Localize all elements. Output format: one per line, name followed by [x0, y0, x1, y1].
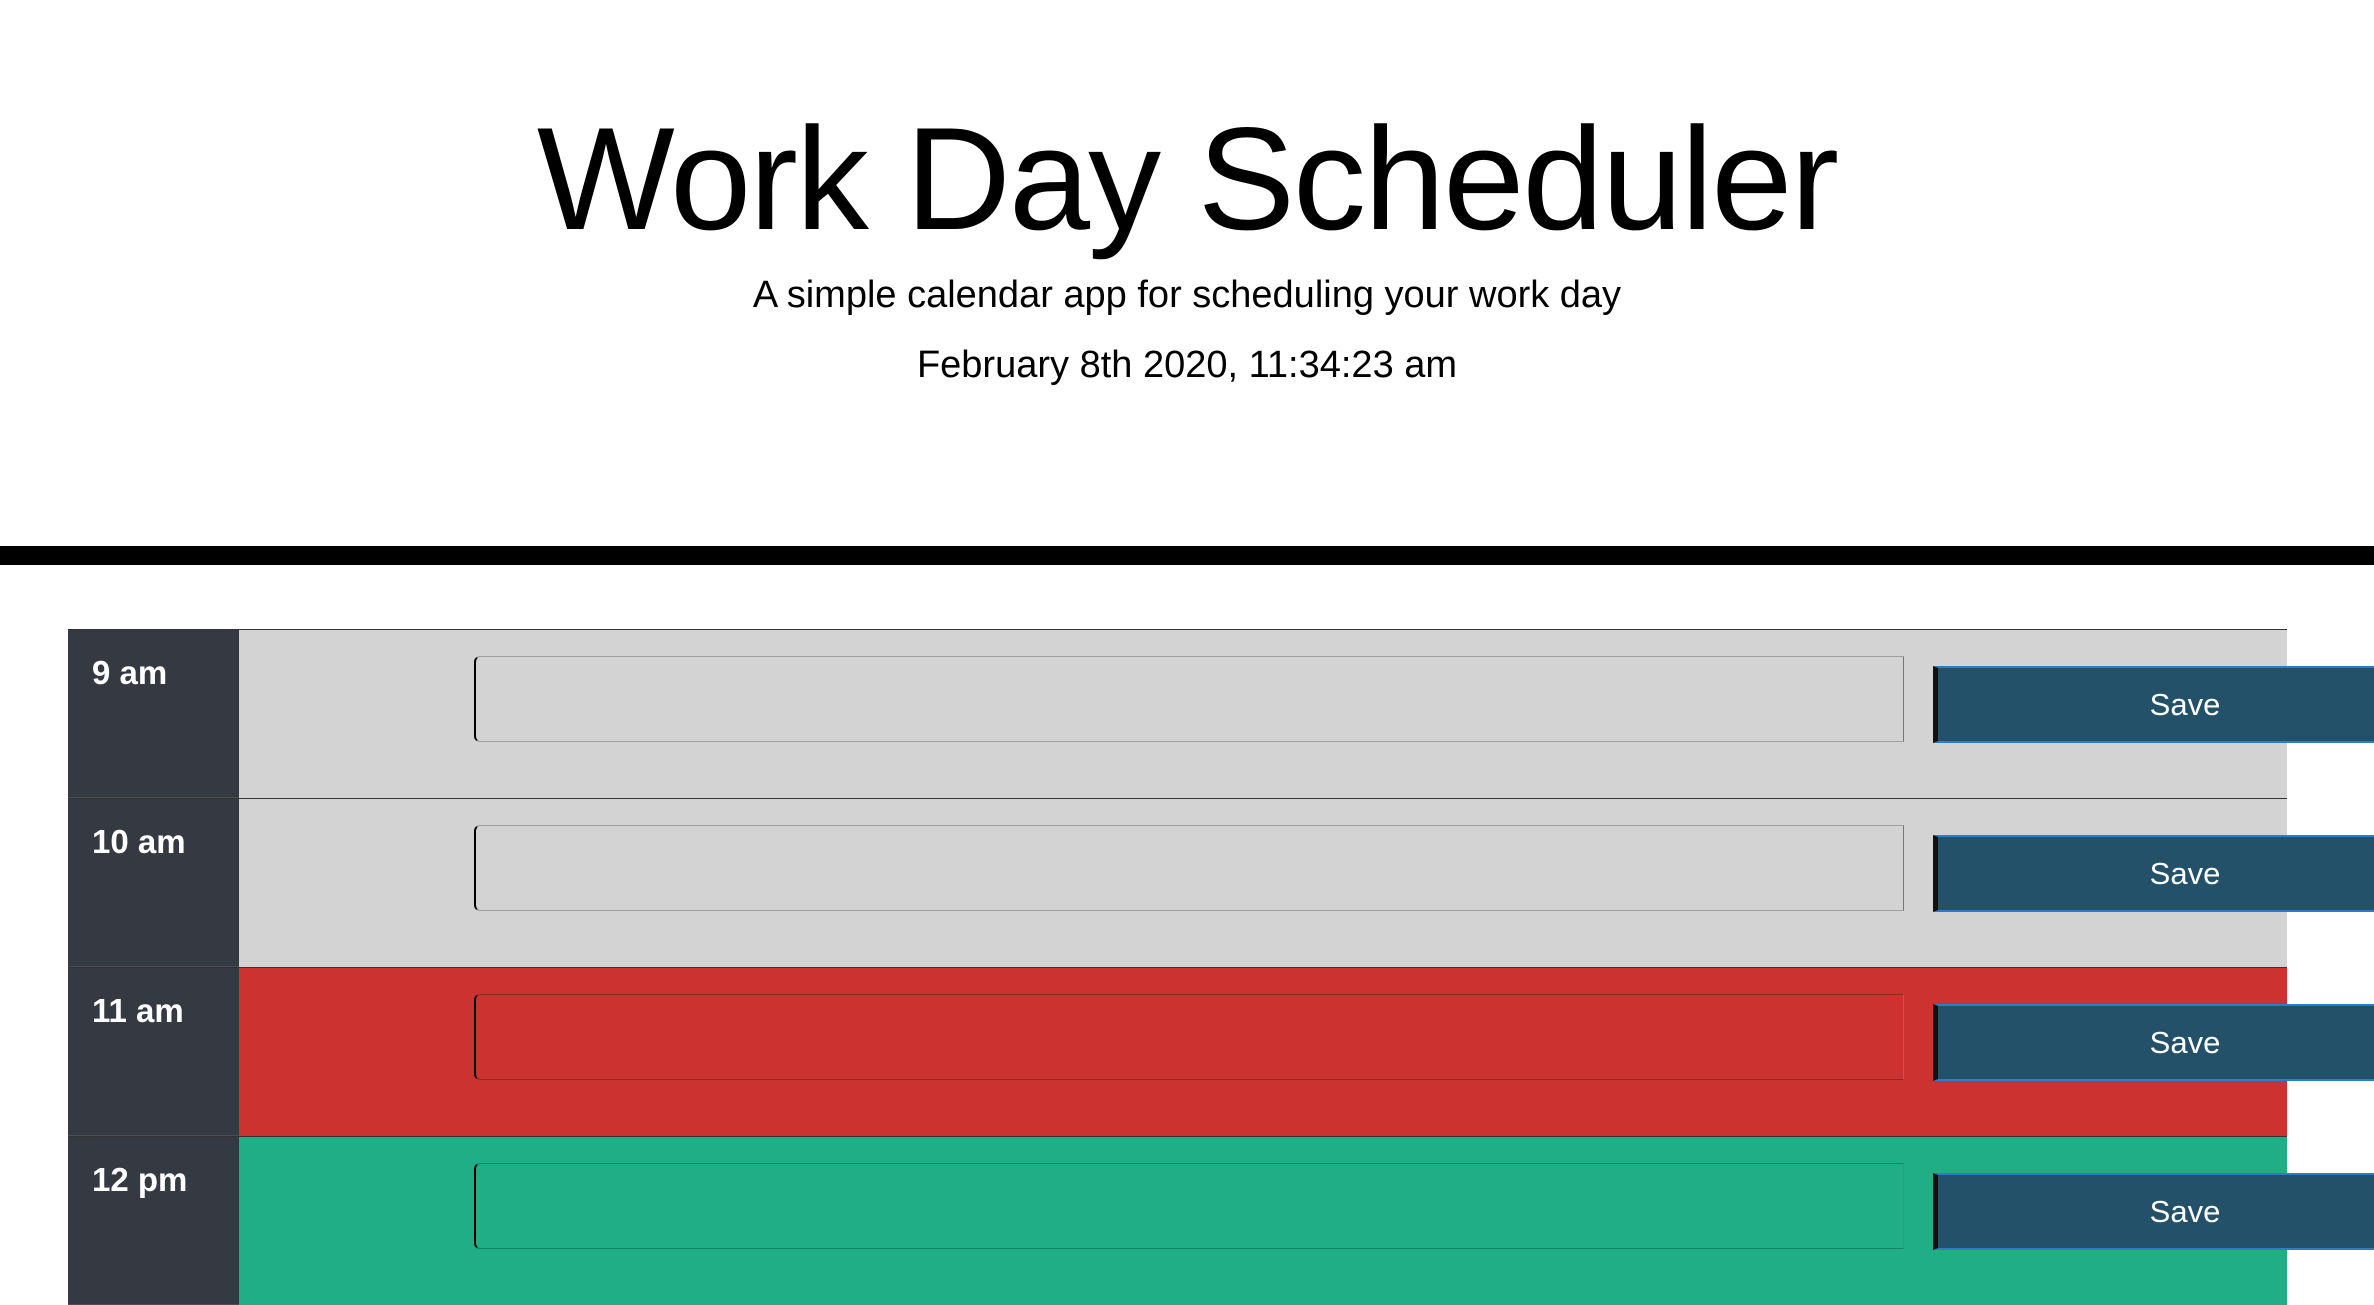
- event-description-input[interactable]: [474, 994, 1904, 1080]
- header: Work Day Scheduler A simple calendar app…: [0, 0, 2374, 565]
- time-block-11am: 11 am Save: [68, 967, 2374, 1136]
- save-button[interactable]: Save: [1933, 1004, 2374, 1081]
- event-cell: Save: [239, 799, 2374, 967]
- save-button[interactable]: Save: [1933, 1173, 2374, 1250]
- time-block-9am: 9 am Save: [68, 629, 2374, 798]
- save-button[interactable]: Save: [1933, 835, 2374, 912]
- hour-label: 10 am: [68, 799, 239, 967]
- time-block-12pm: 12 pm Save: [68, 1136, 2374, 1305]
- event-description-input[interactable]: [474, 656, 1904, 742]
- event-cell: Save: [239, 630, 2374, 798]
- current-datetime: February 8th 2020, 11:34:23 am: [916, 344, 1458, 386]
- event-cell: Save: [239, 1137, 2374, 1305]
- time-block-10am: 10 am Save: [68, 798, 2374, 967]
- subtitle: A simple calendar app for scheduling you…: [752, 274, 1622, 316]
- hour-label: 11 am: [68, 968, 239, 1136]
- event-description-input[interactable]: [474, 1163, 1904, 1249]
- event-cell: Save: [239, 968, 2374, 1136]
- save-button[interactable]: Save: [1933, 666, 2374, 743]
- page-title: Work Day Scheduler: [536, 97, 1839, 260]
- timeblock-list: 9 am Save 10 am Save 11 am Save 12 pm Sa…: [68, 629, 2374, 1305]
- event-description-input[interactable]: [474, 825, 1904, 911]
- hour-label: 9 am: [68, 630, 239, 798]
- hour-label: 12 pm: [68, 1137, 239, 1305]
